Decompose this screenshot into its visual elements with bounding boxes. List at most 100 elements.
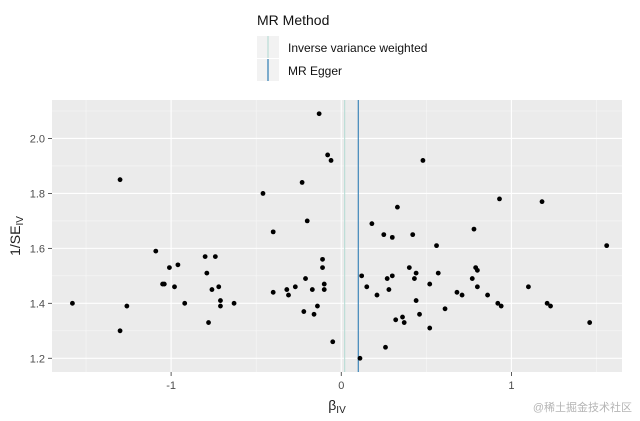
- data-point: [417, 311, 422, 317]
- data-point: [454, 289, 460, 295]
- data-point: [548, 303, 553, 309]
- data-point: [384, 276, 390, 281]
- data-point: [182, 300, 188, 306]
- data-point: [175, 262, 181, 268]
- data-point: [400, 314, 405, 320]
- legend-label-egger: MR Egger: [288, 64, 343, 78]
- data-point: [216, 284, 222, 290]
- data-point: [117, 328, 123, 334]
- legend-title: MR Method: [257, 12, 330, 28]
- data-point: [292, 284, 298, 290]
- legend-key-egger: [257, 59, 279, 81]
- data-point: [325, 152, 331, 158]
- data-point: [474, 284, 480, 290]
- data-point: [218, 303, 223, 309]
- data-point: [386, 287, 392, 292]
- data-point: [231, 300, 237, 306]
- reference-lines: [344, 100, 359, 372]
- y-tick-label: 1.6: [30, 243, 45, 255]
- data-point: [393, 317, 399, 323]
- data-point: [153, 248, 159, 254]
- x-axis-label-main: β: [328, 397, 336, 413]
- data-point: [117, 177, 123, 183]
- y-tick-label: 2.0: [30, 133, 45, 145]
- data-point: [526, 284, 531, 290]
- x-tick-label: 0: [338, 380, 344, 392]
- data-point: [321, 287, 327, 292]
- x-tick-label: 1: [508, 380, 514, 392]
- data-point: [442, 306, 448, 312]
- data-point: [206, 320, 211, 325]
- data-point: [427, 281, 433, 287]
- data-point: [172, 284, 177, 290]
- data-point: [420, 158, 426, 163]
- data-point: [309, 287, 315, 292]
- data-point: [359, 273, 365, 279]
- data-point: [410, 232, 416, 238]
- legend-label-ivw: Inverse variance weighted: [288, 41, 428, 55]
- grid-major: [52, 100, 622, 372]
- data-point: [316, 111, 322, 117]
- data-point: [270, 229, 276, 235]
- data-point: [389, 234, 395, 240]
- data-point: [374, 292, 380, 298]
- data-point: [260, 191, 266, 196]
- data-point: [474, 267, 480, 273]
- data-point: [412, 276, 417, 281]
- data-point: [124, 303, 130, 309]
- data-point: [303, 276, 308, 281]
- y-axis-label-main: 1/SE: [7, 226, 23, 256]
- data-point: [320, 265, 325, 270]
- x-axis-ticks: -1 0 1: [166, 372, 514, 392]
- x-tick-label: -1: [166, 380, 176, 392]
- x-axis-label-sub: IV: [336, 405, 346, 416]
- y-axis-label-sub: IV: [15, 216, 26, 226]
- data-point: [381, 232, 387, 238]
- data-point: [328, 158, 334, 163]
- y-tick-label: 1.8: [30, 188, 45, 200]
- y-axis-ticks: 1.2 1.4 1.6 1.8 2.0: [30, 133, 52, 365]
- data-point: [406, 265, 412, 270]
- legend-key-ivw: [257, 36, 279, 58]
- data-point: [364, 284, 370, 290]
- data-point: [471, 226, 477, 232]
- data-point: [321, 281, 327, 287]
- data-point: [218, 298, 223, 303]
- data-point: [204, 270, 210, 276]
- data-point: [485, 292, 490, 298]
- data-point: [357, 355, 363, 361]
- y-axis-label: 1/SEIV: [7, 216, 26, 256]
- data-point: [459, 292, 465, 298]
- data-point: [304, 218, 310, 224]
- data-point: [212, 254, 218, 260]
- data-point: [413, 270, 419, 276]
- data-point: [587, 320, 593, 325]
- data-point: [315, 303, 320, 309]
- x-axis-label: βIV: [328, 397, 346, 416]
- data-point: [544, 300, 550, 306]
- data-point: [401, 320, 407, 325]
- data-point: [497, 196, 502, 202]
- data-point: [311, 311, 317, 317]
- data-point: [395, 204, 400, 210]
- data-point: [299, 180, 305, 185]
- data-point: [167, 265, 172, 270]
- data-point: [330, 339, 336, 345]
- data-point: [369, 221, 375, 227]
- data-point: [539, 199, 545, 205]
- data-points: [70, 111, 610, 361]
- data-point: [383, 344, 388, 350]
- watermark: @稀土掘金技术社区: [532, 402, 632, 414]
- data-point: [427, 325, 433, 331]
- data-point: [389, 273, 395, 279]
- data-point: [498, 303, 504, 309]
- data-point: [413, 298, 419, 303]
- data-point: [202, 254, 208, 260]
- y-tick-label: 1.2: [30, 353, 45, 365]
- plot-panel: [52, 100, 622, 372]
- data-point: [284, 287, 290, 292]
- data-point: [434, 243, 439, 249]
- data-point: [70, 300, 75, 306]
